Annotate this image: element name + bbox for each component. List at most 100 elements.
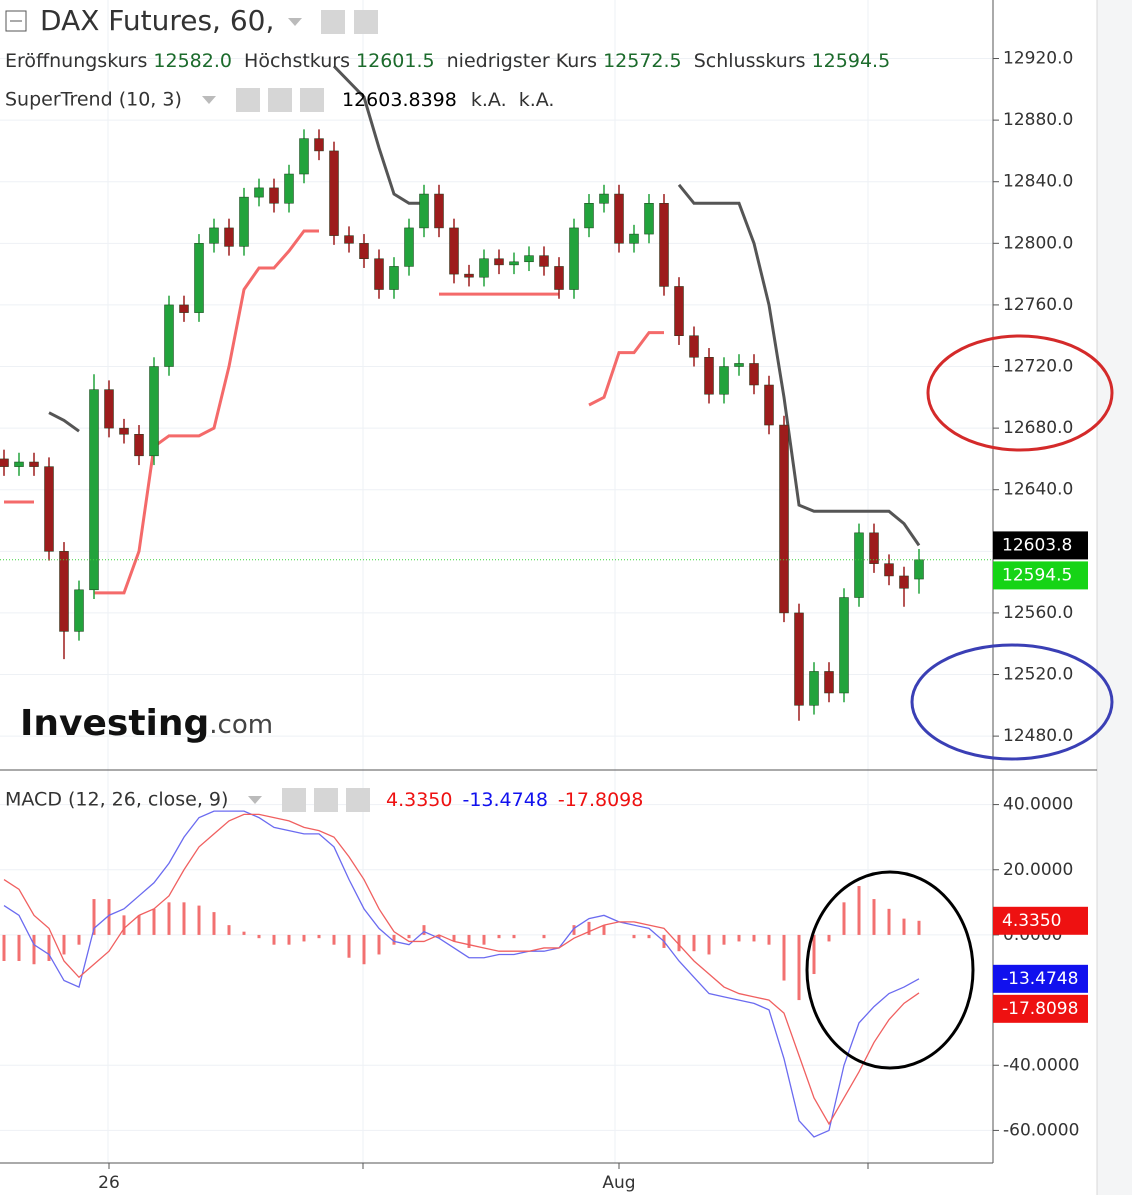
histogram-bar bbox=[257, 934, 261, 939]
histogram-bar bbox=[797, 934, 801, 1001]
close-icon[interactable] bbox=[300, 88, 324, 112]
histogram-bar bbox=[167, 902, 171, 935]
logo-brand: Investing bbox=[20, 703, 209, 744]
candle-body bbox=[479, 258, 489, 278]
candle-body bbox=[659, 203, 669, 287]
settings-icon[interactable] bbox=[314, 788, 338, 812]
candle-body bbox=[524, 255, 534, 263]
candle-body bbox=[584, 203, 594, 229]
histogram-bar bbox=[842, 902, 846, 935]
ohlc-label: Schlusskurs bbox=[694, 50, 806, 72]
candle-body bbox=[89, 389, 99, 591]
candle-body bbox=[374, 258, 384, 290]
settings-icon[interactable] bbox=[354, 10, 378, 34]
marks bbox=[0, 65, 993, 1138]
price-badge bbox=[993, 531, 1088, 560]
collapse-icon[interactable] bbox=[5, 10, 27, 32]
candle-body bbox=[689, 335, 699, 358]
candle-body bbox=[749, 363, 759, 386]
histogram-bar bbox=[32, 934, 36, 965]
histogram-bar bbox=[572, 925, 576, 935]
ohlc-value: 12572.5 bbox=[603, 50, 682, 72]
indicator-value: 12603.8398 bbox=[342, 89, 457, 111]
histogram-bar bbox=[482, 934, 486, 945]
histogram-bar bbox=[827, 934, 831, 942]
settings-icon[interactable] bbox=[268, 88, 292, 112]
x-tick-label: 26 bbox=[98, 1173, 120, 1193]
annotation-ellipse bbox=[910, 643, 1114, 761]
candle-body bbox=[299, 138, 309, 175]
candle-body bbox=[629, 233, 639, 244]
candle-body bbox=[764, 384, 774, 426]
histogram-bar bbox=[242, 931, 246, 935]
candle-body bbox=[494, 258, 504, 266]
price-badge-label: -13.4748 bbox=[1002, 969, 1078, 989]
histogram-bar bbox=[887, 908, 891, 935]
price-badge bbox=[993, 964, 1088, 993]
dropdown-arrow[interactable] bbox=[288, 18, 302, 26]
macd-title: MACD (12, 26, close, 9) bbox=[5, 789, 228, 811]
candle-body bbox=[824, 671, 834, 694]
price-badge bbox=[993, 561, 1088, 590]
candle-body bbox=[0, 458, 9, 467]
histogram-bar bbox=[197, 905, 201, 935]
y-tick-label: 12840.0 bbox=[1003, 172, 1073, 192]
histogram-bar bbox=[302, 934, 306, 942]
side-strip bbox=[1097, 0, 1132, 1195]
price-badge-label: 12594.5 bbox=[1002, 565, 1072, 585]
price-badge-label: 12603.8 bbox=[1002, 535, 1072, 555]
candle-body bbox=[29, 461, 39, 467]
candle-body bbox=[44, 466, 54, 552]
candle-body bbox=[104, 389, 114, 429]
eye-icon[interactable] bbox=[282, 788, 306, 812]
histogram-bar bbox=[737, 934, 741, 942]
histogram-bar bbox=[272, 934, 276, 945]
y-tick-label: 12520.0 bbox=[1003, 665, 1073, 685]
candle-body bbox=[704, 357, 714, 395]
eye-icon[interactable] bbox=[321, 10, 345, 34]
candle-body bbox=[14, 461, 24, 467]
candle-body bbox=[419, 193, 429, 229]
candle-body bbox=[119, 427, 129, 435]
candle-body bbox=[269, 187, 279, 204]
line bbox=[48, 65, 921, 547]
eye-icon[interactable] bbox=[236, 88, 260, 112]
y-tick-label: 12720.0 bbox=[1003, 357, 1073, 377]
y-tick-label: 12800.0 bbox=[1003, 233, 1073, 253]
histogram-bar bbox=[422, 925, 426, 935]
candle-body bbox=[254, 187, 264, 198]
candle-body bbox=[59, 551, 69, 632]
logo: Investing.com bbox=[20, 703, 273, 744]
candle-body bbox=[464, 273, 474, 278]
candle-body bbox=[779, 424, 789, 614]
histogram-bar bbox=[77, 934, 81, 945]
price-badge bbox=[993, 906, 1088, 935]
histogram-bar bbox=[512, 934, 516, 939]
candle-body bbox=[134, 434, 144, 457]
histogram-bar bbox=[137, 915, 141, 935]
y-tick-label: 12920.0 bbox=[1003, 49, 1073, 69]
candle-body bbox=[509, 261, 519, 266]
histogram-bar bbox=[107, 899, 111, 935]
dropdown-arrow[interactable] bbox=[248, 796, 262, 804]
histogram-bar bbox=[647, 934, 651, 939]
histogram-bar bbox=[497, 934, 501, 939]
histogram-bar bbox=[287, 934, 291, 945]
macd-value: 4.3350 bbox=[386, 789, 452, 811]
ohlc-value: 12601.5 bbox=[356, 50, 435, 72]
y-tick-label: -60.0000 bbox=[1003, 1120, 1079, 1140]
ohlc-row: Eröffnungskurs 12582.0 Höchstkurs 12601.… bbox=[5, 50, 890, 72]
dropdown-arrow[interactable] bbox=[202, 96, 216, 104]
histogram-bar bbox=[632, 934, 636, 939]
ohlc-label: Eröffnungskurs bbox=[5, 50, 147, 72]
candle-body bbox=[839, 597, 849, 694]
close-icon[interactable] bbox=[346, 788, 370, 812]
candle-body bbox=[899, 575, 909, 589]
axes: 12480.012520.012560.012600.012640.012680… bbox=[0, 0, 1097, 1193]
candle-body bbox=[884, 563, 894, 577]
candle-body bbox=[314, 138, 324, 152]
candle-body bbox=[914, 559, 924, 580]
macd-value: -13.4748 bbox=[462, 789, 547, 811]
candle-body bbox=[434, 193, 444, 229]
